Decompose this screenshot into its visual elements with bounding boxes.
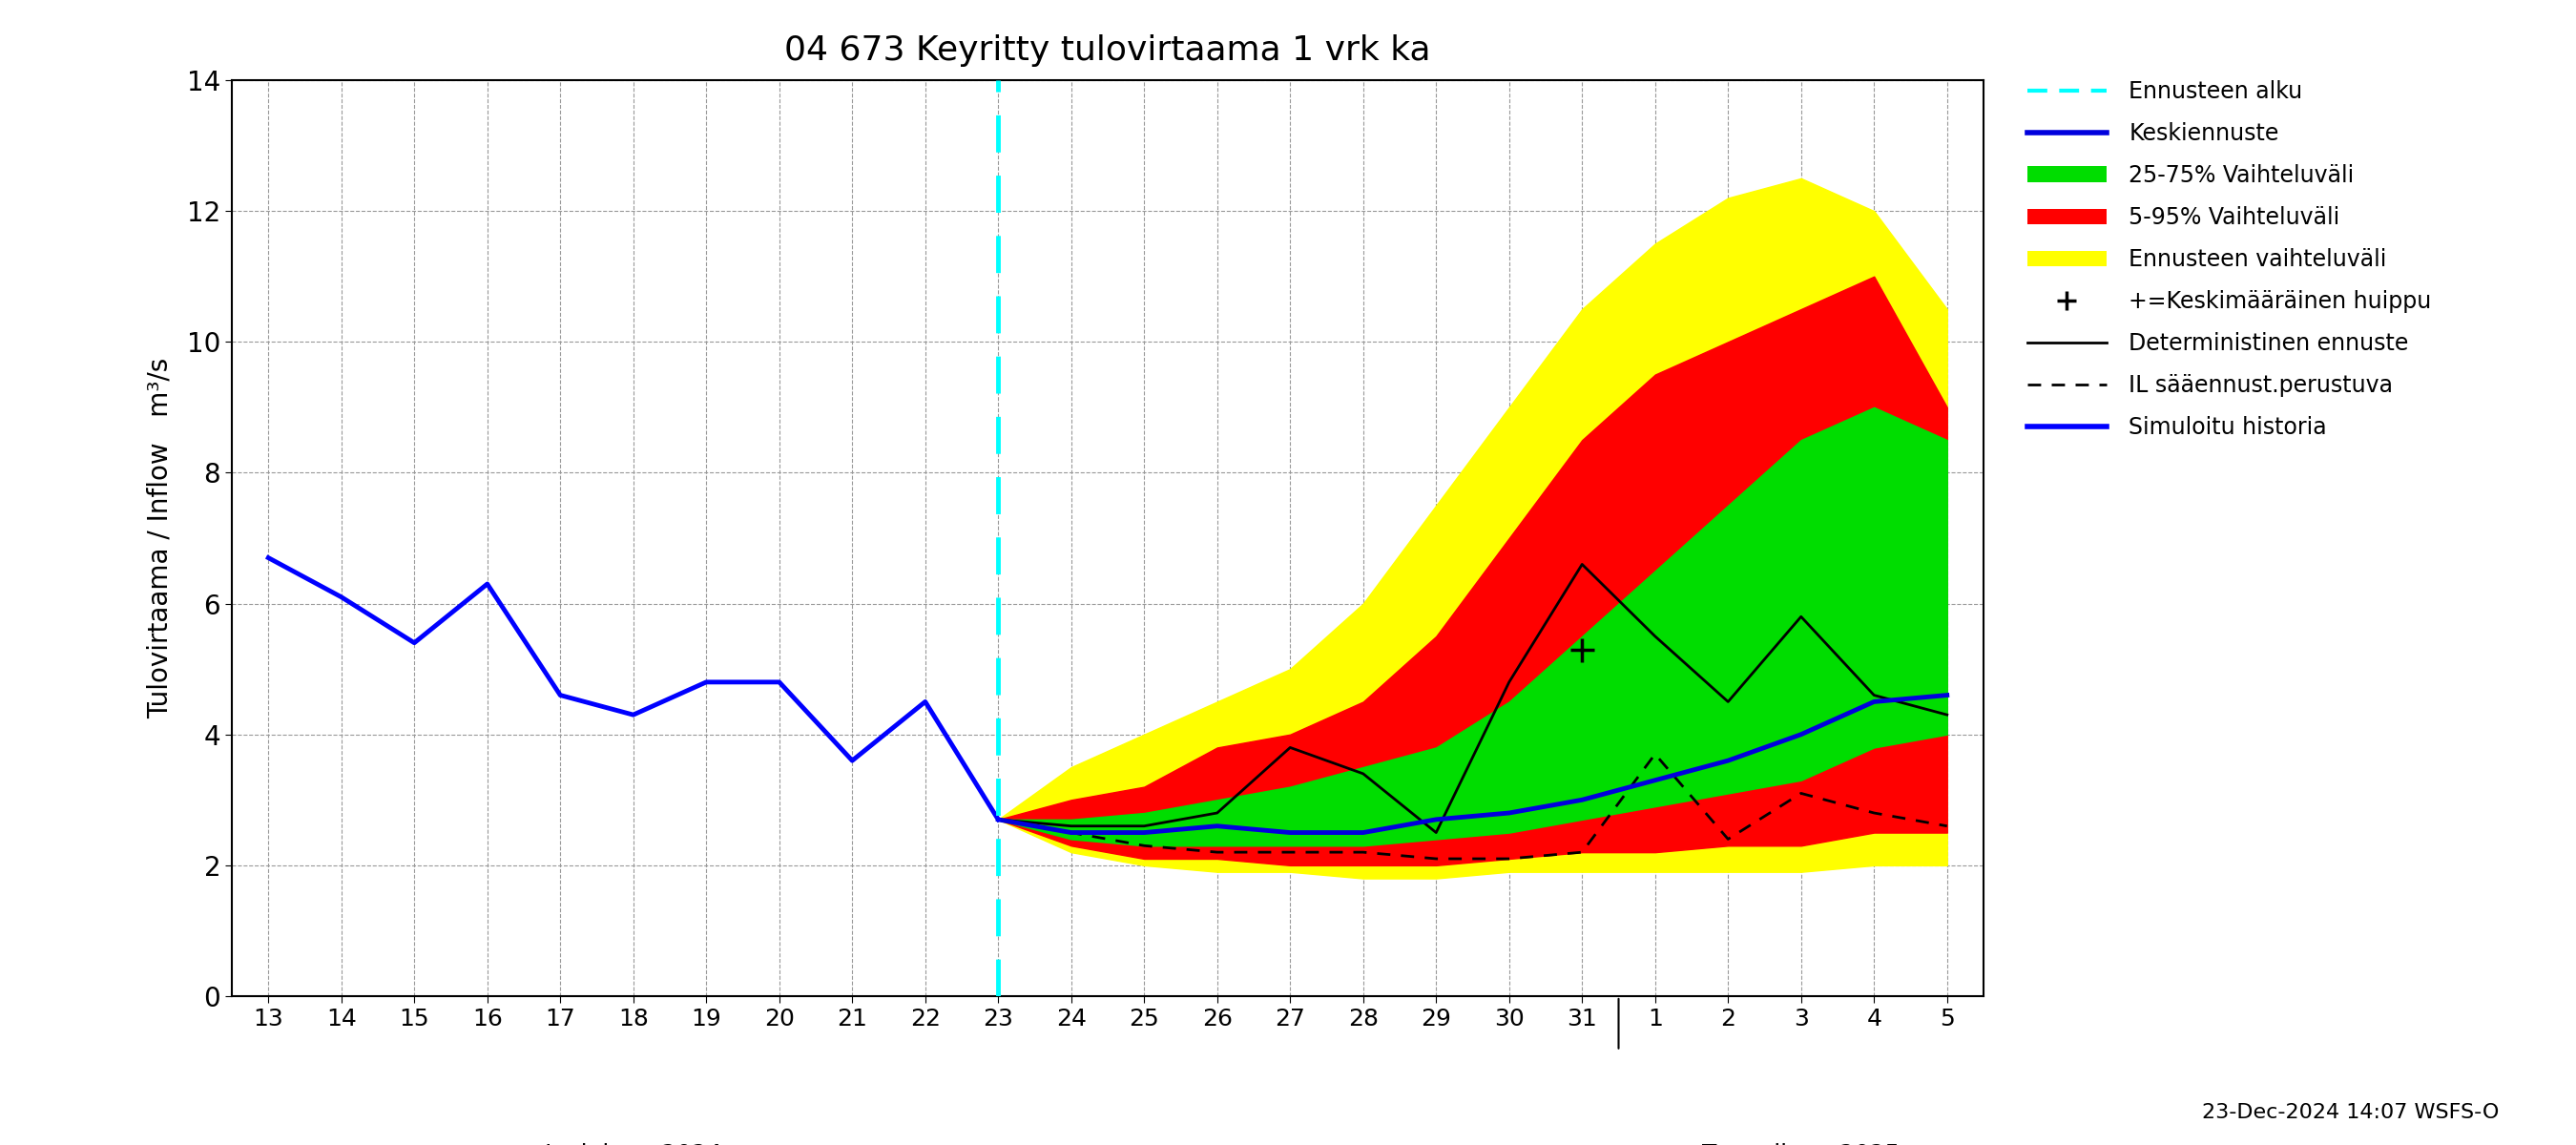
Title: 04 673 Keyritty tulovirtaama 1 vrk ka: 04 673 Keyritty tulovirtaama 1 vrk ka <box>786 34 1430 66</box>
Text: Joulukuu  2024: Joulukuu 2024 <box>544 1143 721 1145</box>
Y-axis label: Tulovirtaama / Inflow   m³/s: Tulovirtaama / Inflow m³/s <box>147 357 173 719</box>
Legend: Ennusteen alku, Keskiennuste, 25-75% Vaihteluväli, 5-95% Vaihteluväli, Ennusteen: Ennusteen alku, Keskiennuste, 25-75% Vai… <box>2020 71 2439 449</box>
Text: 23-Dec-2024 14:07 WSFS-O: 23-Dec-2024 14:07 WSFS-O <box>2202 1103 2499 1122</box>
Text: Tammikuu  2025: Tammikuu 2025 <box>1703 1143 1901 1145</box>
